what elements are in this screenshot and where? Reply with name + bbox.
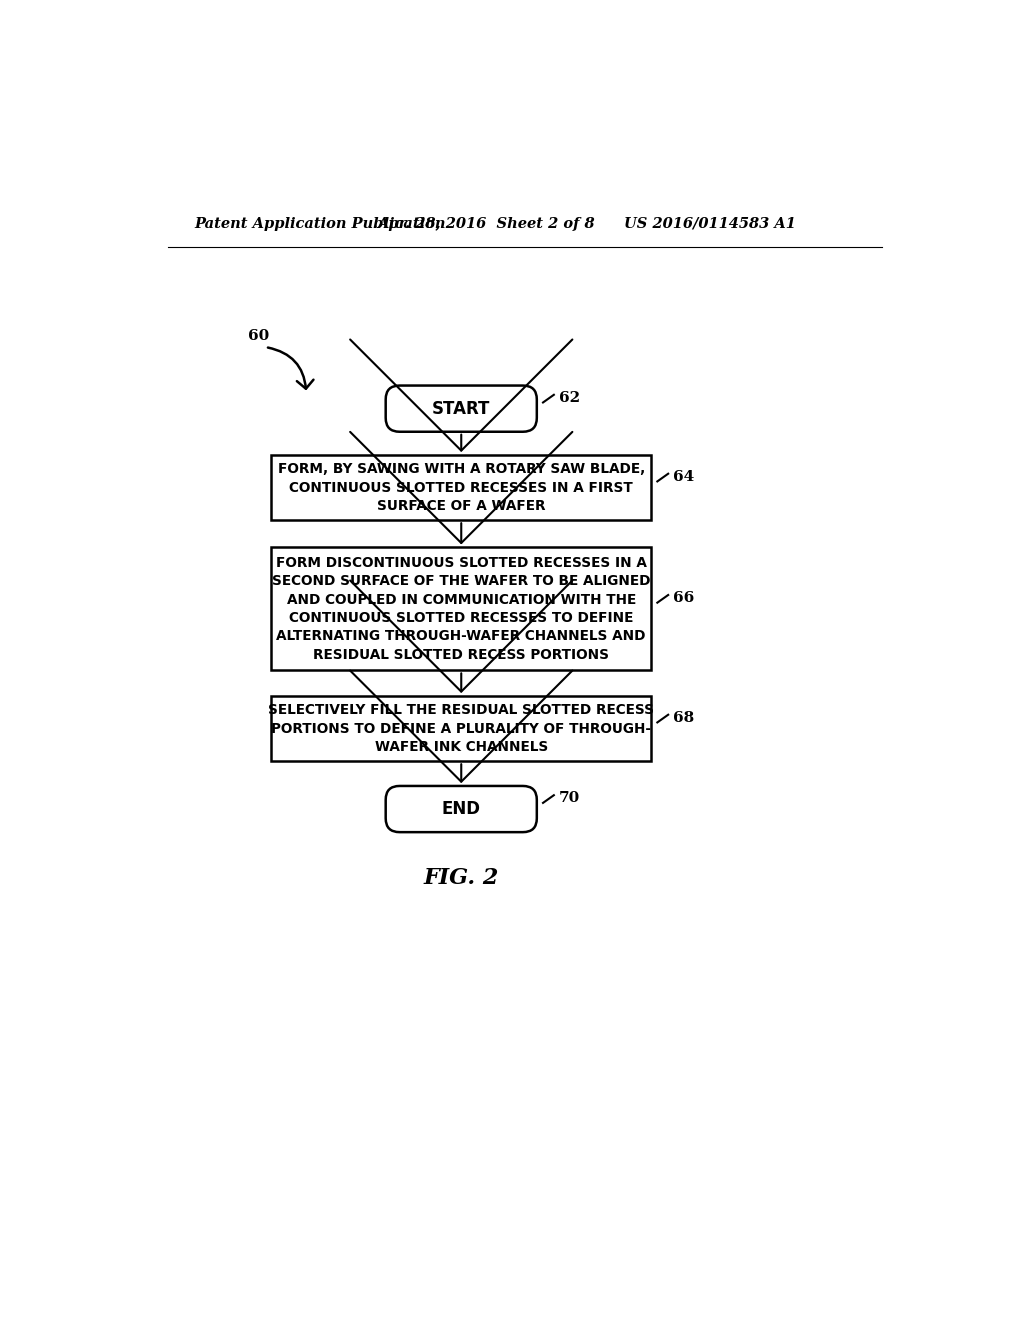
Text: SELECTIVELY FILL THE RESIDUAL SLOTTED RECESS
PORTIONS TO DEFINE A PLURALITY OF T: SELECTIVELY FILL THE RESIDUAL SLOTTED RE… (268, 704, 654, 754)
Text: FORM, BY SAWING WITH A ROTARY SAW BLADE,
CONTINUOUS SLOTTED RECESSES IN A FIRST
: FORM, BY SAWING WITH A ROTARY SAW BLADE,… (278, 462, 645, 513)
Text: END: END (441, 800, 480, 818)
Text: US 2016/0114583 A1: US 2016/0114583 A1 (624, 216, 796, 231)
Text: 60: 60 (248, 329, 269, 342)
Text: 68: 68 (673, 710, 694, 725)
Bar (271, 455, 651, 520)
FancyArrowPatch shape (268, 347, 313, 388)
Text: START: START (432, 400, 490, 417)
Bar (271, 548, 651, 671)
Text: FIG. 2: FIG. 2 (424, 867, 499, 890)
FancyBboxPatch shape (386, 785, 537, 832)
Text: 64: 64 (673, 470, 694, 484)
Text: FORM DISCONTINUOUS SLOTTED RECESSES IN A
SECOND SURFACE OF THE WAFER TO BE ALIGN: FORM DISCONTINUOUS SLOTTED RECESSES IN A… (272, 556, 650, 661)
FancyBboxPatch shape (386, 385, 537, 432)
Text: Patent Application Publication: Patent Application Publication (194, 216, 445, 231)
Text: 66: 66 (673, 591, 694, 605)
Text: 70: 70 (558, 791, 580, 805)
Text: Apr. 28, 2016  Sheet 2 of 8: Apr. 28, 2016 Sheet 2 of 8 (377, 216, 595, 231)
Text: 62: 62 (558, 391, 580, 405)
Bar (271, 696, 651, 762)
